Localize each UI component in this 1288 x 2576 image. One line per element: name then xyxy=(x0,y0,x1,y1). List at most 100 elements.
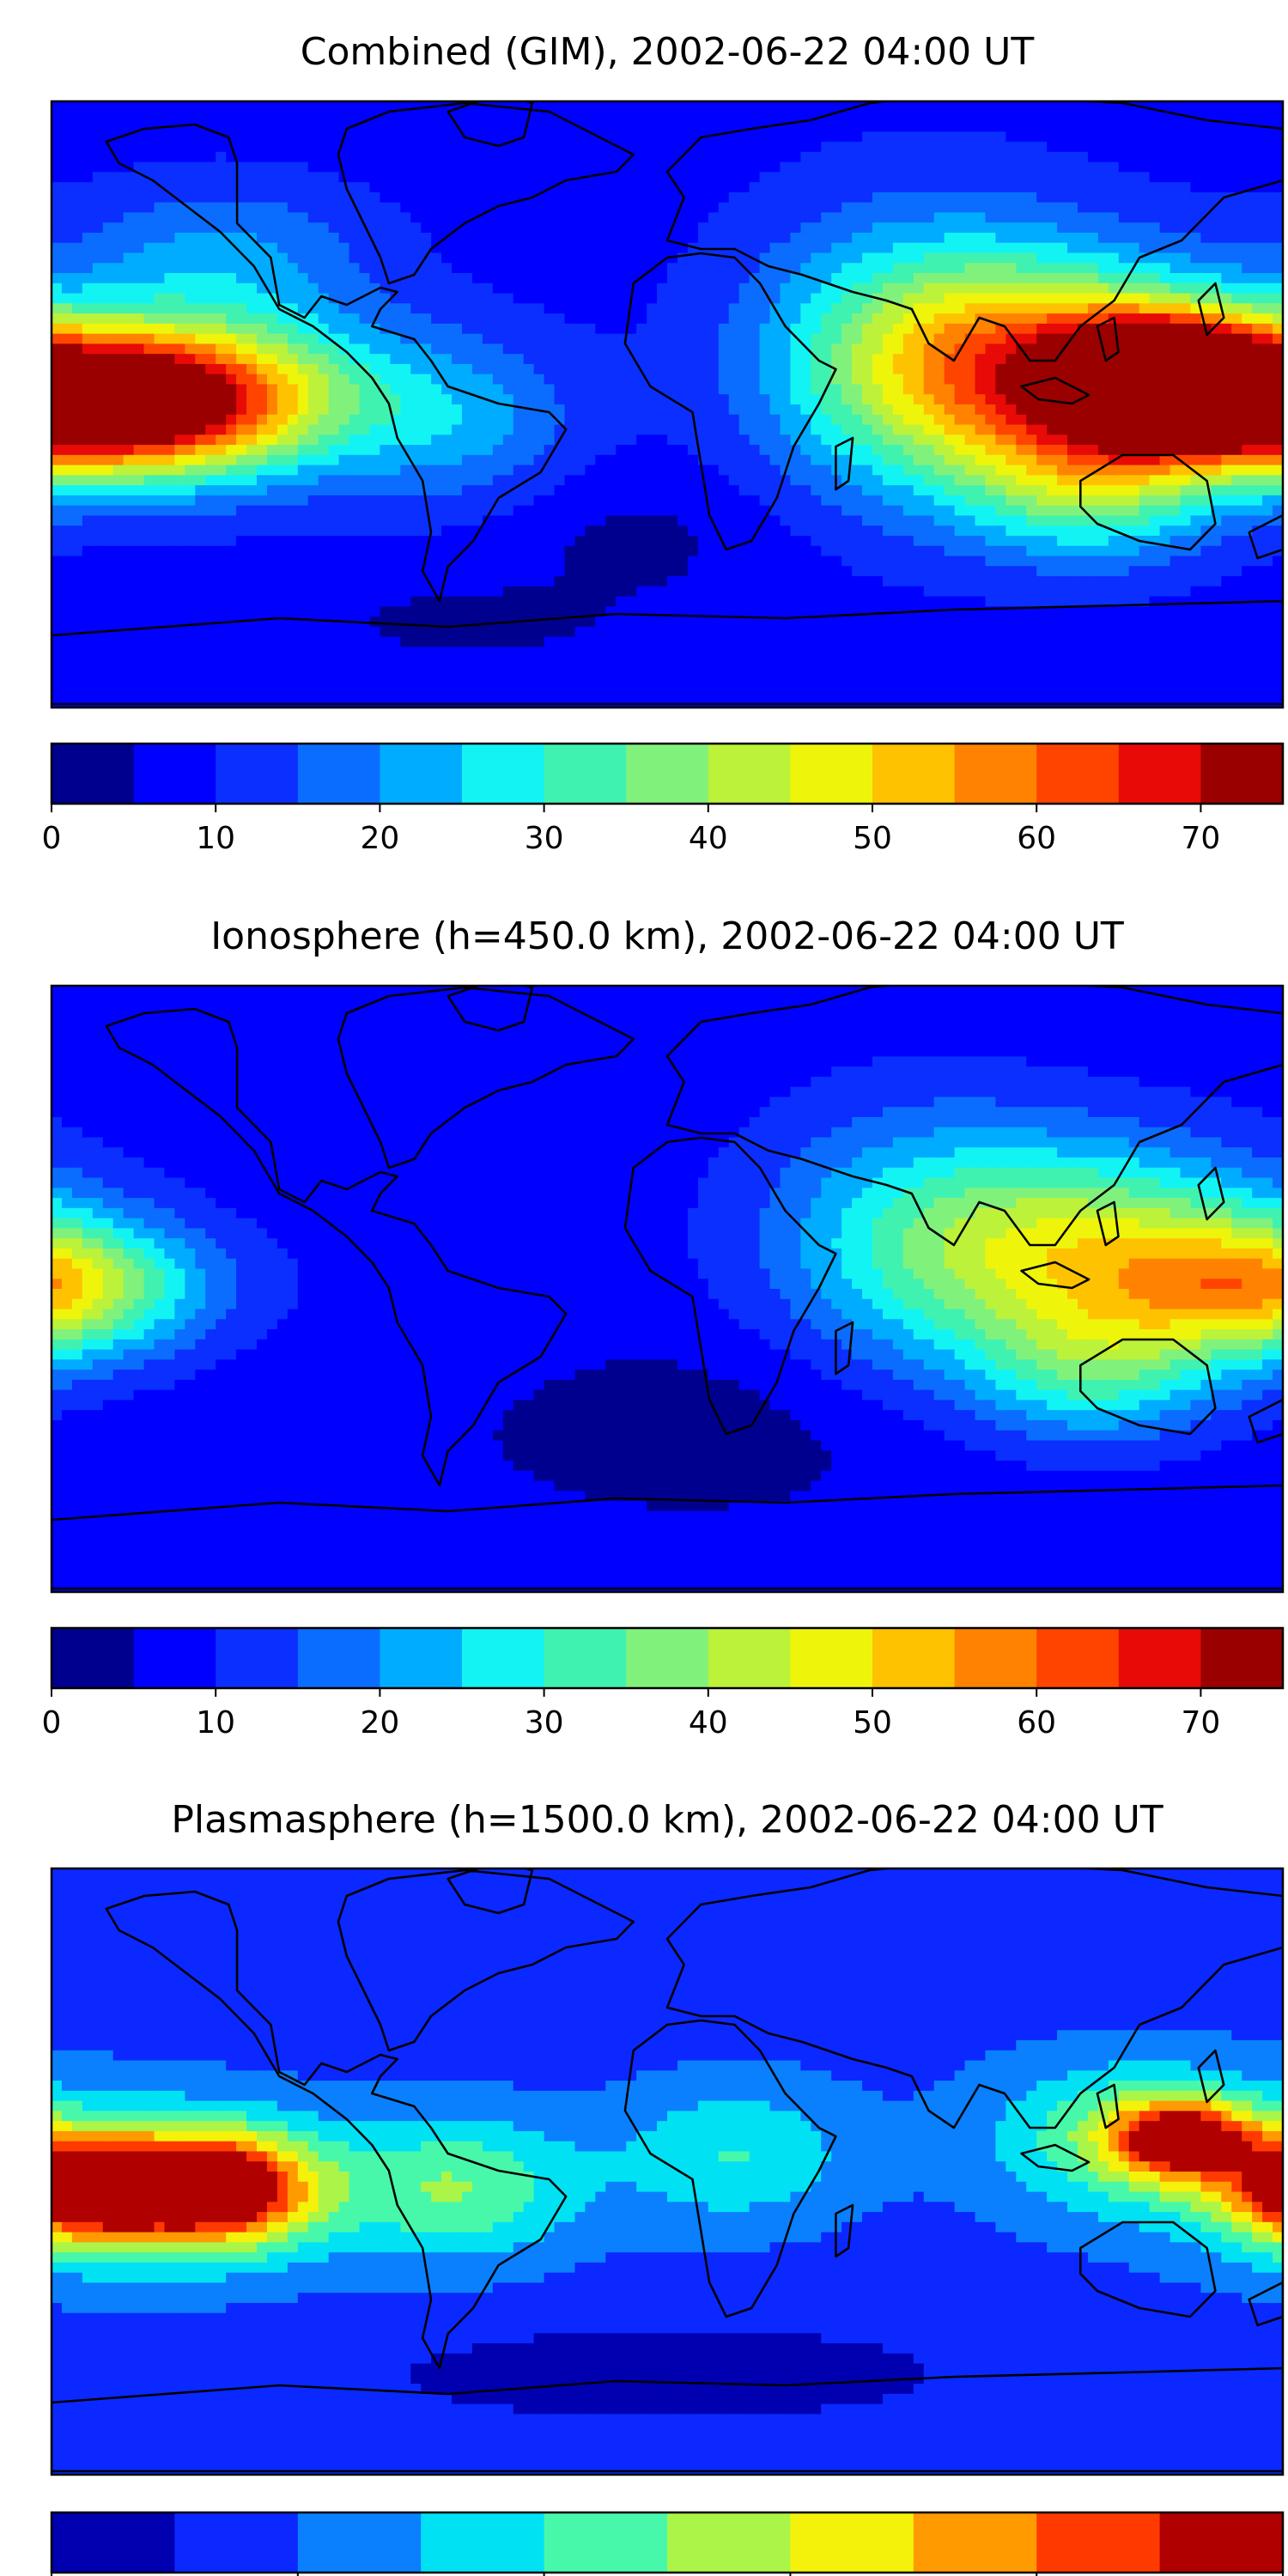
contour-cell xyxy=(995,434,1006,446)
contour-cell xyxy=(800,485,811,496)
contour-cell xyxy=(523,131,535,143)
contour-cell xyxy=(1067,414,1078,426)
contour-cell xyxy=(102,424,114,435)
contour-cell xyxy=(831,505,842,517)
contour-cell xyxy=(780,404,791,416)
contour-cell xyxy=(1252,404,1263,416)
contour-cell xyxy=(82,404,94,416)
contour-cell xyxy=(513,424,525,435)
contour-cell xyxy=(431,222,442,234)
contour-cell xyxy=(102,202,114,214)
contour-cell xyxy=(112,424,125,435)
contour-cell xyxy=(544,252,556,264)
contour-cell xyxy=(276,475,289,486)
contour-cell xyxy=(492,293,504,304)
contour-cell xyxy=(1097,202,1109,214)
contour-cell xyxy=(759,323,771,335)
contour-cell xyxy=(595,394,606,405)
contour-cell xyxy=(236,303,247,314)
contour-cell xyxy=(1221,172,1232,183)
contour-cell xyxy=(143,131,155,143)
contour-cell xyxy=(257,495,268,507)
contour-cell xyxy=(544,101,556,112)
contour-cell xyxy=(647,454,658,466)
contour-cell xyxy=(902,142,914,153)
contour-cell xyxy=(143,384,155,395)
contour-cell xyxy=(195,505,206,517)
contour-cell xyxy=(523,161,535,173)
contour-cell xyxy=(1170,495,1182,507)
contour-cell xyxy=(1200,394,1212,405)
contour-cell xyxy=(359,475,371,486)
contour-cell xyxy=(1128,111,1140,123)
contour-cell xyxy=(133,343,145,355)
contour-cell xyxy=(523,303,535,314)
contour-cell xyxy=(811,475,822,486)
contour-cell xyxy=(862,142,873,153)
contour-cell xyxy=(769,465,781,476)
contour-cell xyxy=(1047,252,1058,264)
contour-cell xyxy=(102,182,114,193)
contour-cell xyxy=(595,363,606,375)
contour-cell xyxy=(349,445,361,456)
contour-cell xyxy=(523,232,535,244)
contour-cell xyxy=(995,313,1006,325)
contour-cell xyxy=(1273,323,1283,335)
contour-cell xyxy=(697,101,709,112)
contour-cell xyxy=(236,131,247,143)
contour-cell xyxy=(502,283,514,295)
contour-cell xyxy=(164,445,175,456)
contour-cell xyxy=(1242,414,1253,426)
contour-cell xyxy=(143,161,155,173)
contour-cell xyxy=(1108,182,1120,193)
contour-cell xyxy=(52,212,63,223)
contour-cell xyxy=(52,161,63,173)
contour-cell xyxy=(359,374,371,386)
contour-cell xyxy=(154,404,166,416)
contour-cell xyxy=(71,475,83,486)
contour-cell xyxy=(1087,293,1099,304)
contour-cell xyxy=(1128,303,1140,314)
contour-cell xyxy=(523,333,535,344)
contour-cell xyxy=(133,263,145,274)
contour-cell xyxy=(954,424,966,435)
contour-cell xyxy=(492,475,504,486)
contour-cell xyxy=(257,424,268,435)
contour-cell xyxy=(687,293,699,304)
contour-cell xyxy=(1047,263,1058,274)
contour-cell xyxy=(307,475,319,486)
contour-cell xyxy=(513,142,525,153)
contour-cell xyxy=(595,475,606,486)
contour-cell xyxy=(595,191,606,204)
contour-cell xyxy=(1097,142,1109,153)
contour-cell xyxy=(257,313,268,325)
contour-cell xyxy=(369,485,380,496)
contour-cell xyxy=(1118,495,1130,507)
contour-cell xyxy=(902,333,914,344)
contour-cell xyxy=(892,111,904,123)
contour-cell xyxy=(738,182,750,193)
contour-cell xyxy=(276,434,289,446)
contour-cell xyxy=(975,323,987,335)
contour-cell xyxy=(1087,363,1099,375)
contour-cell xyxy=(985,343,996,355)
contour-cell xyxy=(533,445,545,456)
contour-cell xyxy=(380,404,391,416)
contour-cell xyxy=(902,465,914,476)
contour-cell xyxy=(154,475,166,486)
contour-cell xyxy=(574,363,586,375)
contour-cell xyxy=(544,384,556,395)
contour-cell xyxy=(1118,151,1130,163)
contour-cell xyxy=(944,191,956,204)
contour-cell xyxy=(1190,252,1201,264)
contour-cell xyxy=(1108,131,1120,143)
contour-cell xyxy=(1036,465,1048,476)
contour-cell xyxy=(902,445,914,456)
contour-cell xyxy=(862,414,873,426)
contour-cell xyxy=(769,323,781,335)
contour-cell xyxy=(318,131,330,143)
contour-cell xyxy=(616,101,627,112)
contour-cell xyxy=(862,323,873,335)
contour-cell xyxy=(369,191,380,204)
contour-cell xyxy=(431,384,442,395)
